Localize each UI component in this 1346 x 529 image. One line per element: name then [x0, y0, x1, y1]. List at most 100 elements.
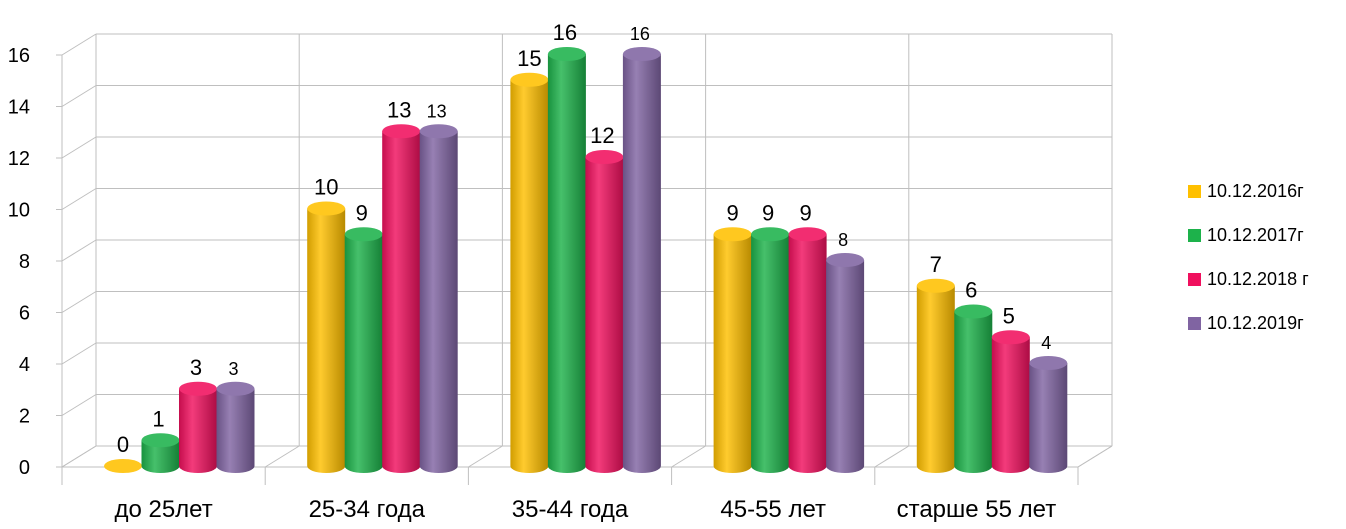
data-label: 3	[228, 359, 238, 379]
data-label: 9	[762, 200, 774, 225]
side-wall-line	[61, 188, 97, 210]
legend-swatch	[1188, 184, 1201, 198]
bar-cap	[344, 227, 383, 242]
bar-2017	[141, 433, 180, 474]
bar-cap	[419, 124, 458, 139]
bar-2016	[307, 201, 346, 474]
bar-body	[382, 131, 421, 474]
bar-cap	[216, 381, 255, 396]
bar-2016	[916, 278, 955, 474]
floor-line	[874, 445, 910, 468]
bar-cap	[751, 227, 790, 242]
side-wall-line	[61, 85, 97, 107]
y-tick-label: 6	[19, 303, 30, 325]
y-axis-tick-labels: 0 2 4 6 8 10 12 14 16	[8, 45, 30, 479]
bar-cap	[510, 72, 549, 87]
bar-body	[916, 285, 955, 474]
floor-edge	[1077, 445, 1113, 468]
data-label: 6	[965, 278, 977, 303]
bar-2018	[991, 330, 1030, 474]
y-tick-label: 14	[8, 97, 30, 119]
data-label: 16	[630, 24, 650, 44]
bar-body	[419, 131, 458, 474]
data-label: 9	[799, 200, 811, 225]
bar-cap	[141, 433, 180, 448]
data-label: 10	[314, 175, 338, 200]
side-wall-line	[61, 291, 97, 313]
bar-2018	[382, 124, 421, 474]
data-label: 4	[1041, 333, 1051, 353]
data-label: 16	[553, 20, 577, 45]
bar-2018	[788, 227, 827, 474]
bar-cap	[826, 253, 865, 267]
bar-cap	[713, 227, 752, 242]
data-label: 13	[427, 101, 447, 121]
y-tick-label: 8	[19, 251, 30, 273]
side-wall-line	[61, 136, 97, 159]
bar-cap	[622, 47, 661, 61]
data-label: 12	[590, 123, 614, 148]
bar-body	[307, 208, 346, 474]
bar-2016	[510, 72, 549, 473]
y-tick-label: 12	[8, 148, 30, 170]
bar-2017	[547, 47, 586, 474]
x-category-label: 35-44 года	[512, 496, 629, 523]
side-wall-line	[61, 239, 97, 262]
bar-body	[751, 234, 790, 474]
bar-body	[1029, 363, 1068, 474]
data-label: 0	[117, 432, 129, 457]
legend-item-2016: 10.12.2016г	[1188, 180, 1309, 202]
bar-body	[954, 311, 993, 474]
bar-2019	[826, 253, 865, 474]
bar-body	[216, 388, 255, 474]
bar-2018	[179, 381, 217, 473]
legend: 10.12.2016г 10.12.2017г 10.12.2018 г 10.…	[1188, 180, 1309, 356]
x-category-label: 45-55 лет	[720, 496, 826, 523]
bar-cap	[1029, 356, 1068, 370]
legend-label: 10.12.2017г	[1207, 224, 1304, 245]
data-label: 9	[356, 200, 368, 225]
x-category-label: 25-34 года	[309, 496, 426, 523]
bar-cap	[382, 124, 421, 139]
side-wall-line	[61, 33, 97, 56]
floor-line	[264, 445, 300, 468]
bar-cap	[991, 330, 1030, 345]
legend-swatch	[1188, 272, 1201, 286]
bar-cap	[916, 278, 955, 293]
bar-2019	[419, 124, 458, 474]
y-tick-label: 10	[8, 200, 30, 222]
data-label: 8	[838, 230, 848, 250]
floor-line	[671, 445, 706, 468]
legend-swatch	[1188, 228, 1201, 242]
legend-item-2018: 10.12.2018 г	[1188, 268, 1309, 290]
data-label: 7	[930, 252, 942, 277]
bar-cap	[585, 150, 624, 164]
bar-body	[179, 388, 217, 473]
bar-2017	[344, 227, 383, 474]
legend-swatch	[1188, 316, 1201, 330]
bar-body	[788, 234, 827, 474]
data-label: 1	[152, 406, 164, 431]
bar-2017	[954, 304, 993, 474]
bar-cap	[547, 47, 586, 61]
bar-body	[622, 54, 661, 474]
legend-label: 10.12.2019г	[1207, 312, 1304, 333]
data-label: 9	[726, 200, 738, 225]
bar-2019	[1029, 356, 1068, 474]
legend-item-2019: 10.12.2019г	[1188, 312, 1309, 334]
bar-2017	[751, 227, 790, 474]
data-label: 13	[387, 97, 411, 122]
bar-cap	[179, 381, 217, 396]
bar-cap	[104, 459, 142, 473]
bar-cap	[307, 201, 346, 216]
bar-body	[991, 337, 1030, 474]
bar-series	[104, 47, 1068, 474]
bar-2016	[104, 459, 142, 473]
bar-body	[585, 157, 624, 474]
legend-label: 10.12.2018 г	[1207, 268, 1309, 289]
bar-body	[547, 54, 586, 474]
data-label: 5	[1003, 303, 1015, 328]
x-category-label: старше 55 лет	[897, 496, 1057, 523]
bar-body	[141, 440, 180, 474]
